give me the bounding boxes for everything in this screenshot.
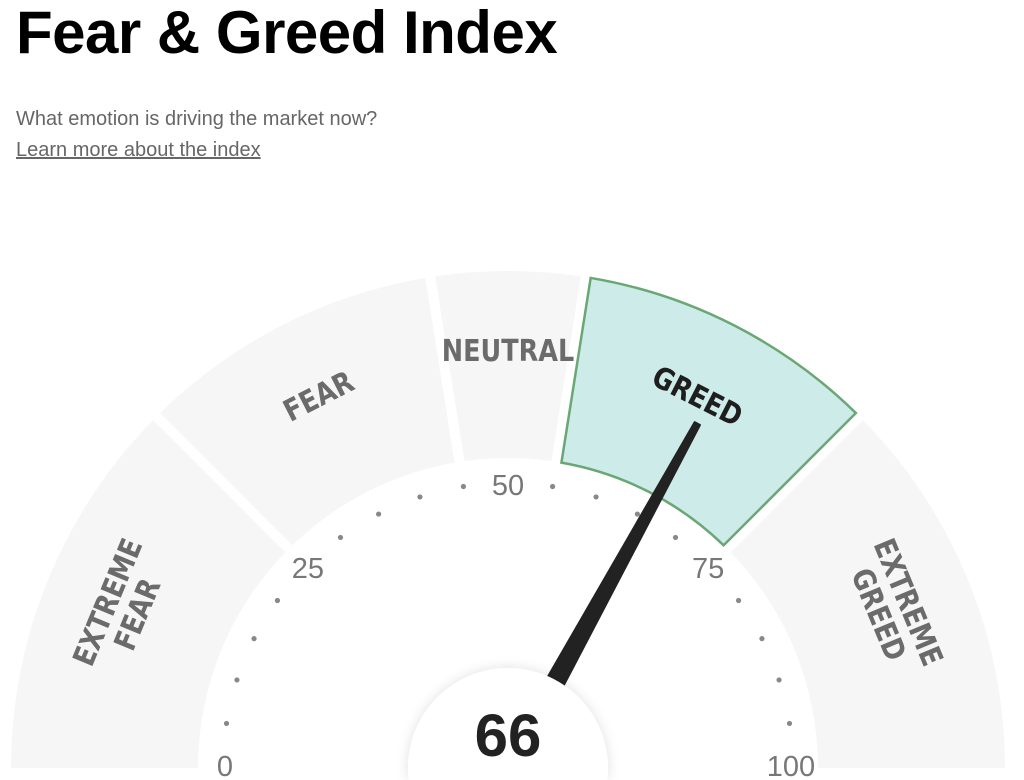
gauge-segment-extreme-greed — [730, 420, 1005, 768]
score-value: 66 — [475, 702, 542, 769]
gauge-segment-neutral — [435, 271, 581, 462]
tick-label: 100 — [767, 751, 815, 780]
minor-tick-dot — [337, 534, 344, 541]
minor-tick-dot — [735, 597, 742, 604]
minor-tick-dot — [634, 511, 640, 517]
page-title: Fear & Greed Index — [16, 0, 558, 66]
minor-tick-dot — [672, 534, 679, 541]
minor-tick-dot — [460, 483, 467, 490]
minor-tick-dot — [234, 677, 240, 683]
minor-tick-dot — [549, 483, 556, 490]
tick-label: 0 — [217, 751, 233, 780]
subtitle: What emotion is driving the market now? — [16, 108, 378, 130]
gauge-segment-fear — [160, 277, 455, 546]
minor-tick-dot — [759, 636, 765, 642]
minor-tick-dot — [786, 720, 793, 727]
minor-tick-dot — [593, 494, 599, 500]
tick-label: 75 — [692, 553, 724, 585]
minor-tick-dot — [776, 677, 782, 683]
minor-tick-dot — [417, 494, 423, 500]
gauge-segment-extreme-fear — [11, 420, 286, 768]
gauge-segment-greed — [560, 276, 858, 548]
learn-more-link[interactable]: Learn more about the index — [16, 139, 261, 161]
tick-label: 25 — [292, 553, 324, 585]
segment-label: NEUTRAL — [442, 333, 574, 369]
segment-label-line: NEUTRAL — [442, 333, 574, 369]
minor-tick-dot — [223, 720, 230, 727]
tick-label: 50 — [492, 470, 524, 502]
center-hub — [408, 667, 608, 780]
gauge-needle — [547, 421, 701, 686]
minor-tick-dot — [251, 636, 257, 642]
minor-tick-dot — [376, 511, 382, 517]
minor-tick-dot — [274, 597, 281, 604]
